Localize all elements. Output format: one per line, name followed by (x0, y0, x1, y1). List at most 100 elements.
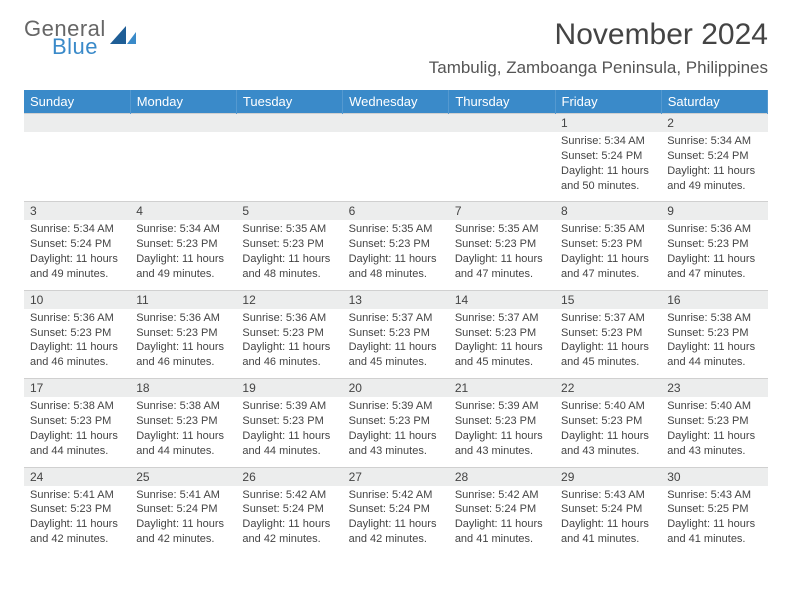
day-number-cell: 24 (24, 467, 130, 486)
day-content-cell: Sunrise: 5:37 AMSunset: 5:23 PMDaylight:… (449, 309, 555, 379)
day-detail-line: Sunset: 5:24 PM (349, 502, 443, 517)
day-detail-line: Sunrise: 5:42 AM (242, 488, 336, 503)
day-detail-line: Daylight: 11 hours and 43 minutes. (667, 429, 761, 459)
day-number-row: 24252627282930 (24, 467, 768, 486)
day-content-cell: Sunrise: 5:34 AMSunset: 5:24 PMDaylight:… (555, 132, 661, 202)
day-number-row: 17181920212223 (24, 379, 768, 398)
day-number-cell: 27 (343, 467, 449, 486)
day-number-cell: 19 (236, 379, 342, 398)
day-detail-line: Daylight: 11 hours and 41 minutes. (561, 517, 655, 547)
day-detail-line: Sunrise: 5:41 AM (136, 488, 230, 503)
day-number-cell: 29 (555, 467, 661, 486)
day-detail-line: Sunrise: 5:35 AM (242, 222, 336, 237)
day-content-cell: Sunrise: 5:38 AMSunset: 5:23 PMDaylight:… (24, 397, 130, 467)
day-content-cell: Sunrise: 5:36 AMSunset: 5:23 PMDaylight:… (236, 309, 342, 379)
day-detail-line: Sunrise: 5:36 AM (136, 311, 230, 326)
day-content-cell: Sunrise: 5:36 AMSunset: 5:23 PMDaylight:… (661, 220, 767, 290)
day-detail-line: Sunset: 5:24 PM (455, 502, 549, 517)
day-content-row: Sunrise: 5:34 AMSunset: 5:24 PMDaylight:… (24, 220, 768, 290)
day-content-cell (449, 132, 555, 202)
day-detail-line: Sunset: 5:23 PM (667, 326, 761, 341)
day-detail-line: Sunrise: 5:35 AM (455, 222, 549, 237)
day-detail-line: Sunrise: 5:36 AM (242, 311, 336, 326)
day-detail-line: Sunrise: 5:42 AM (455, 488, 549, 503)
day-detail-line: Sunset: 5:23 PM (667, 414, 761, 429)
day-detail-line: Sunrise: 5:36 AM (30, 311, 124, 326)
day-detail-line: Sunset: 5:23 PM (30, 326, 124, 341)
day-number-cell (130, 114, 236, 133)
day-detail-line: Daylight: 11 hours and 41 minutes. (455, 517, 549, 547)
day-content-cell: Sunrise: 5:34 AMSunset: 5:24 PMDaylight:… (661, 132, 767, 202)
title-block: November 2024 Tambulig, Zamboanga Penins… (429, 18, 768, 78)
logo-text-line2: Blue (52, 36, 106, 58)
day-detail-line: Daylight: 11 hours and 48 minutes. (242, 252, 336, 282)
day-detail-line: Daylight: 11 hours and 41 minutes. (667, 517, 761, 547)
day-content-cell: Sunrise: 5:34 AMSunset: 5:24 PMDaylight:… (24, 220, 130, 290)
day-content-row: Sunrise: 5:41 AMSunset: 5:23 PMDaylight:… (24, 486, 768, 555)
day-detail-line: Sunset: 5:23 PM (561, 326, 655, 341)
day-number-cell: 7 (449, 202, 555, 221)
day-detail-line: Sunrise: 5:39 AM (455, 399, 549, 414)
day-detail-line: Sunset: 5:23 PM (349, 237, 443, 252)
day-detail-line: Sunrise: 5:34 AM (561, 134, 655, 149)
day-detail-line: Sunset: 5:23 PM (561, 237, 655, 252)
day-detail-line: Sunset: 5:23 PM (242, 414, 336, 429)
month-title: November 2024 (429, 18, 768, 52)
day-content-cell (130, 132, 236, 202)
day-detail-line: Sunrise: 5:38 AM (667, 311, 761, 326)
day-detail-line: Sunrise: 5:41 AM (30, 488, 124, 503)
day-content-cell (24, 132, 130, 202)
day-content-cell: Sunrise: 5:36 AMSunset: 5:23 PMDaylight:… (24, 309, 130, 379)
day-content-cell: Sunrise: 5:38 AMSunset: 5:23 PMDaylight:… (661, 309, 767, 379)
day-content-cell: Sunrise: 5:41 AMSunset: 5:24 PMDaylight:… (130, 486, 236, 555)
day-number-cell: 13 (343, 290, 449, 309)
day-detail-line: Sunrise: 5:38 AM (30, 399, 124, 414)
day-content-cell: Sunrise: 5:40 AMSunset: 5:23 PMDaylight:… (555, 397, 661, 467)
day-header: Monday (130, 90, 236, 114)
day-number-cell: 14 (449, 290, 555, 309)
day-detail-line: Daylight: 11 hours and 47 minutes. (561, 252, 655, 282)
day-detail-line: Daylight: 11 hours and 42 minutes. (242, 517, 336, 547)
day-detail-line: Sunset: 5:23 PM (242, 326, 336, 341)
day-number-cell: 25 (130, 467, 236, 486)
day-detail-line: Daylight: 11 hours and 50 minutes. (561, 164, 655, 194)
calendar-page: General Blue November 2024 Tambulig, Zam… (0, 0, 792, 565)
day-detail-line: Daylight: 11 hours and 46 minutes. (136, 340, 230, 370)
day-detail-line: Daylight: 11 hours and 43 minutes. (561, 429, 655, 459)
day-number-cell (236, 114, 342, 133)
location-subtitle: Tambulig, Zamboanga Peninsula, Philippin… (429, 58, 768, 78)
day-number-row: 12 (24, 114, 768, 133)
day-detail-line: Daylight: 11 hours and 46 minutes. (242, 340, 336, 370)
day-number-row: 10111213141516 (24, 290, 768, 309)
day-content-cell: Sunrise: 5:43 AMSunset: 5:24 PMDaylight:… (555, 486, 661, 555)
day-number-cell: 17 (24, 379, 130, 398)
day-number-cell: 12 (236, 290, 342, 309)
day-detail-line: Sunrise: 5:43 AM (561, 488, 655, 503)
day-detail-line: Sunset: 5:23 PM (30, 414, 124, 429)
day-header: Wednesday (343, 90, 449, 114)
day-detail-line: Daylight: 11 hours and 47 minutes. (455, 252, 549, 282)
day-detail-line: Sunrise: 5:35 AM (349, 222, 443, 237)
day-detail-line: Daylight: 11 hours and 45 minutes. (349, 340, 443, 370)
day-detail-line: Sunrise: 5:38 AM (136, 399, 230, 414)
day-detail-line: Sunrise: 5:36 AM (667, 222, 761, 237)
day-detail-line: Sunset: 5:24 PM (667, 149, 761, 164)
day-detail-line: Sunset: 5:25 PM (667, 502, 761, 517)
day-content-cell: Sunrise: 5:39 AMSunset: 5:23 PMDaylight:… (343, 397, 449, 467)
day-number-cell: 15 (555, 290, 661, 309)
day-detail-line: Sunset: 5:23 PM (30, 502, 124, 517)
day-content-cell: Sunrise: 5:37 AMSunset: 5:23 PMDaylight:… (343, 309, 449, 379)
day-number-cell: 9 (661, 202, 767, 221)
day-detail-line: Daylight: 11 hours and 42 minutes. (30, 517, 124, 547)
day-detail-line: Sunrise: 5:39 AM (349, 399, 443, 414)
day-detail-line: Sunset: 5:23 PM (349, 326, 443, 341)
day-detail-line: Sunset: 5:24 PM (30, 237, 124, 252)
day-number-cell: 18 (130, 379, 236, 398)
day-detail-line: Sunrise: 5:40 AM (667, 399, 761, 414)
day-number-cell: 6 (343, 202, 449, 221)
day-number-cell: 22 (555, 379, 661, 398)
day-content-cell: Sunrise: 5:42 AMSunset: 5:24 PMDaylight:… (343, 486, 449, 555)
day-detail-line: Sunrise: 5:37 AM (455, 311, 549, 326)
day-number-cell: 10 (24, 290, 130, 309)
day-detail-line: Daylight: 11 hours and 42 minutes. (349, 517, 443, 547)
